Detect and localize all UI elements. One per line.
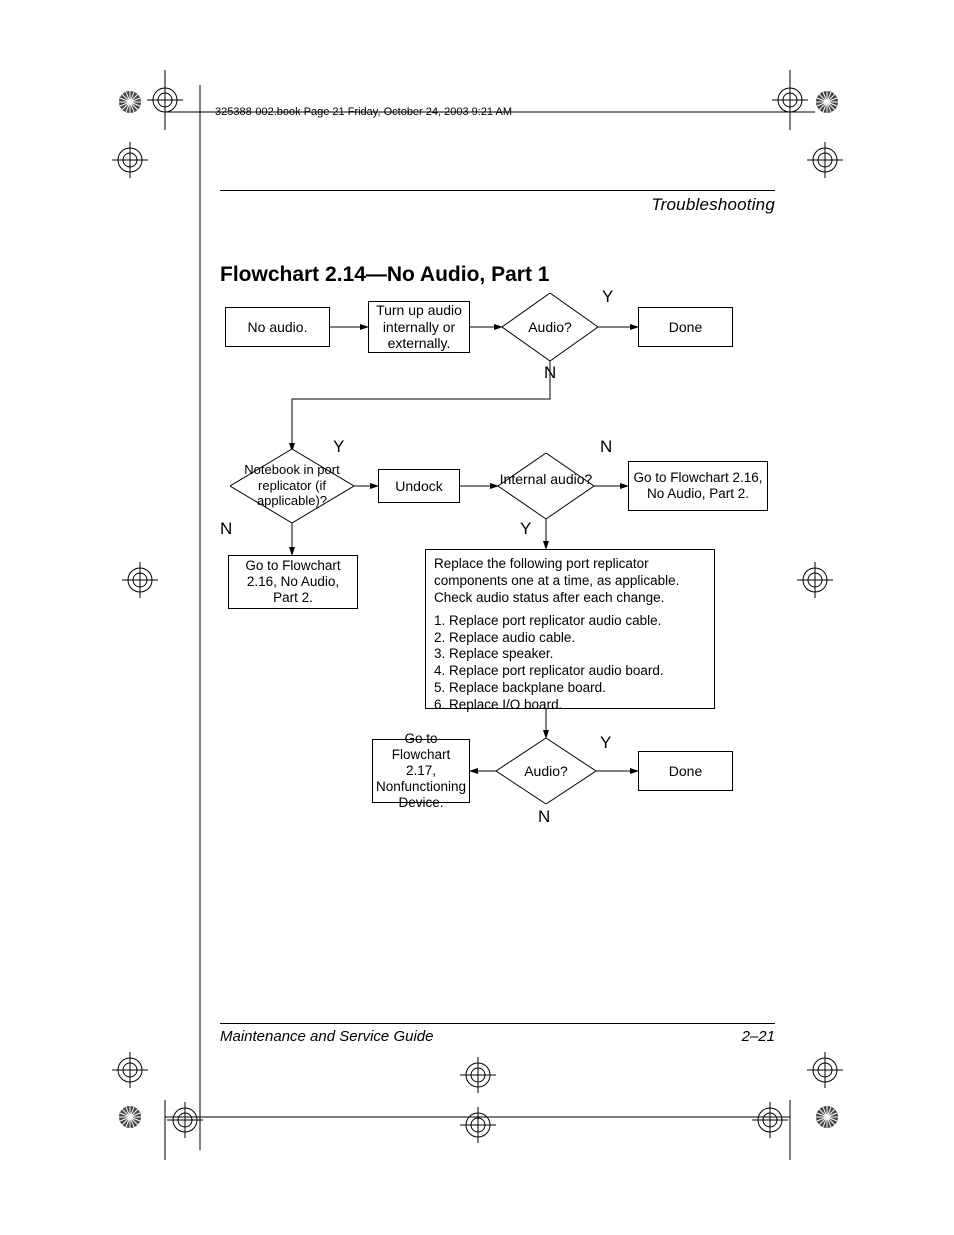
- header-section: Troubleshooting: [220, 195, 775, 215]
- node-intaudio-diamond: [498, 453, 594, 519]
- header-rule: [220, 190, 775, 191]
- node-audio2-diamond: [496, 738, 596, 804]
- node-goto216a: Go to Flowchart 2.16, No Audio, Part 2.: [628, 461, 768, 511]
- replace-step-3: 3. Replace speaker.: [434, 646, 706, 663]
- edge-n4: N: [538, 807, 550, 827]
- flowchart: No audio. Turn up audio internally or ex…: [220, 291, 775, 846]
- edge-y3: Y: [520, 519, 531, 539]
- node-goto217: Go to Flowchart 2.17, Nonfunctioning Dev…: [372, 739, 470, 803]
- footer-page: 2–21: [742, 1028, 775, 1045]
- node-undock: Undock: [378, 469, 460, 503]
- content-area: Troubleshooting Flowchart 2.14—No Audio,…: [220, 190, 775, 846]
- page: 325388-002.book Page 21 Friday, October …: [0, 0, 954, 1235]
- node-replace: Replace the following port replicator co…: [425, 549, 715, 709]
- node-turnup: Turn up audio internally or externally.: [368, 301, 470, 353]
- page-stamp: 325388-002.book Page 21 Friday, October …: [215, 106, 512, 118]
- replace-step-4: 4. Replace port replicator audio board.: [434, 663, 706, 680]
- edge-n3: N: [220, 519, 232, 539]
- replace-step-6: 6. Replace I/O board.: [434, 697, 706, 714]
- edge-y4: Y: [600, 733, 611, 753]
- replace-step-2: 2. Replace audio cable.: [434, 630, 706, 647]
- node-audio1-diamond: [502, 293, 598, 361]
- flowchart-title: Flowchart 2.14—No Audio, Part 1: [220, 263, 775, 287]
- footer-guide: Maintenance and Service Guide: [220, 1028, 433, 1045]
- footer: Maintenance and Service Guide 2–21: [220, 1023, 775, 1045]
- replace-step-5: 5. Replace backplane board.: [434, 680, 706, 697]
- node-goto216b: Go to Flowchart 2.16, No Audio, Part 2.: [228, 555, 358, 609]
- replace-intro: Replace the following port replicator co…: [434, 556, 706, 607]
- edge-n1: N: [544, 363, 556, 383]
- node-noaudio: No audio.: [225, 307, 330, 347]
- edge-y2: Y: [333, 437, 344, 457]
- replace-step-1: 1. Replace port replicator audio cable.: [434, 613, 706, 630]
- edge-n2: N: [600, 437, 612, 457]
- footer-rule: [220, 1023, 775, 1024]
- edge-y1: Y: [602, 287, 613, 307]
- node-done2: Done: [638, 751, 733, 791]
- node-inrepl-diamond: [230, 449, 354, 523]
- node-done1: Done: [638, 307, 733, 347]
